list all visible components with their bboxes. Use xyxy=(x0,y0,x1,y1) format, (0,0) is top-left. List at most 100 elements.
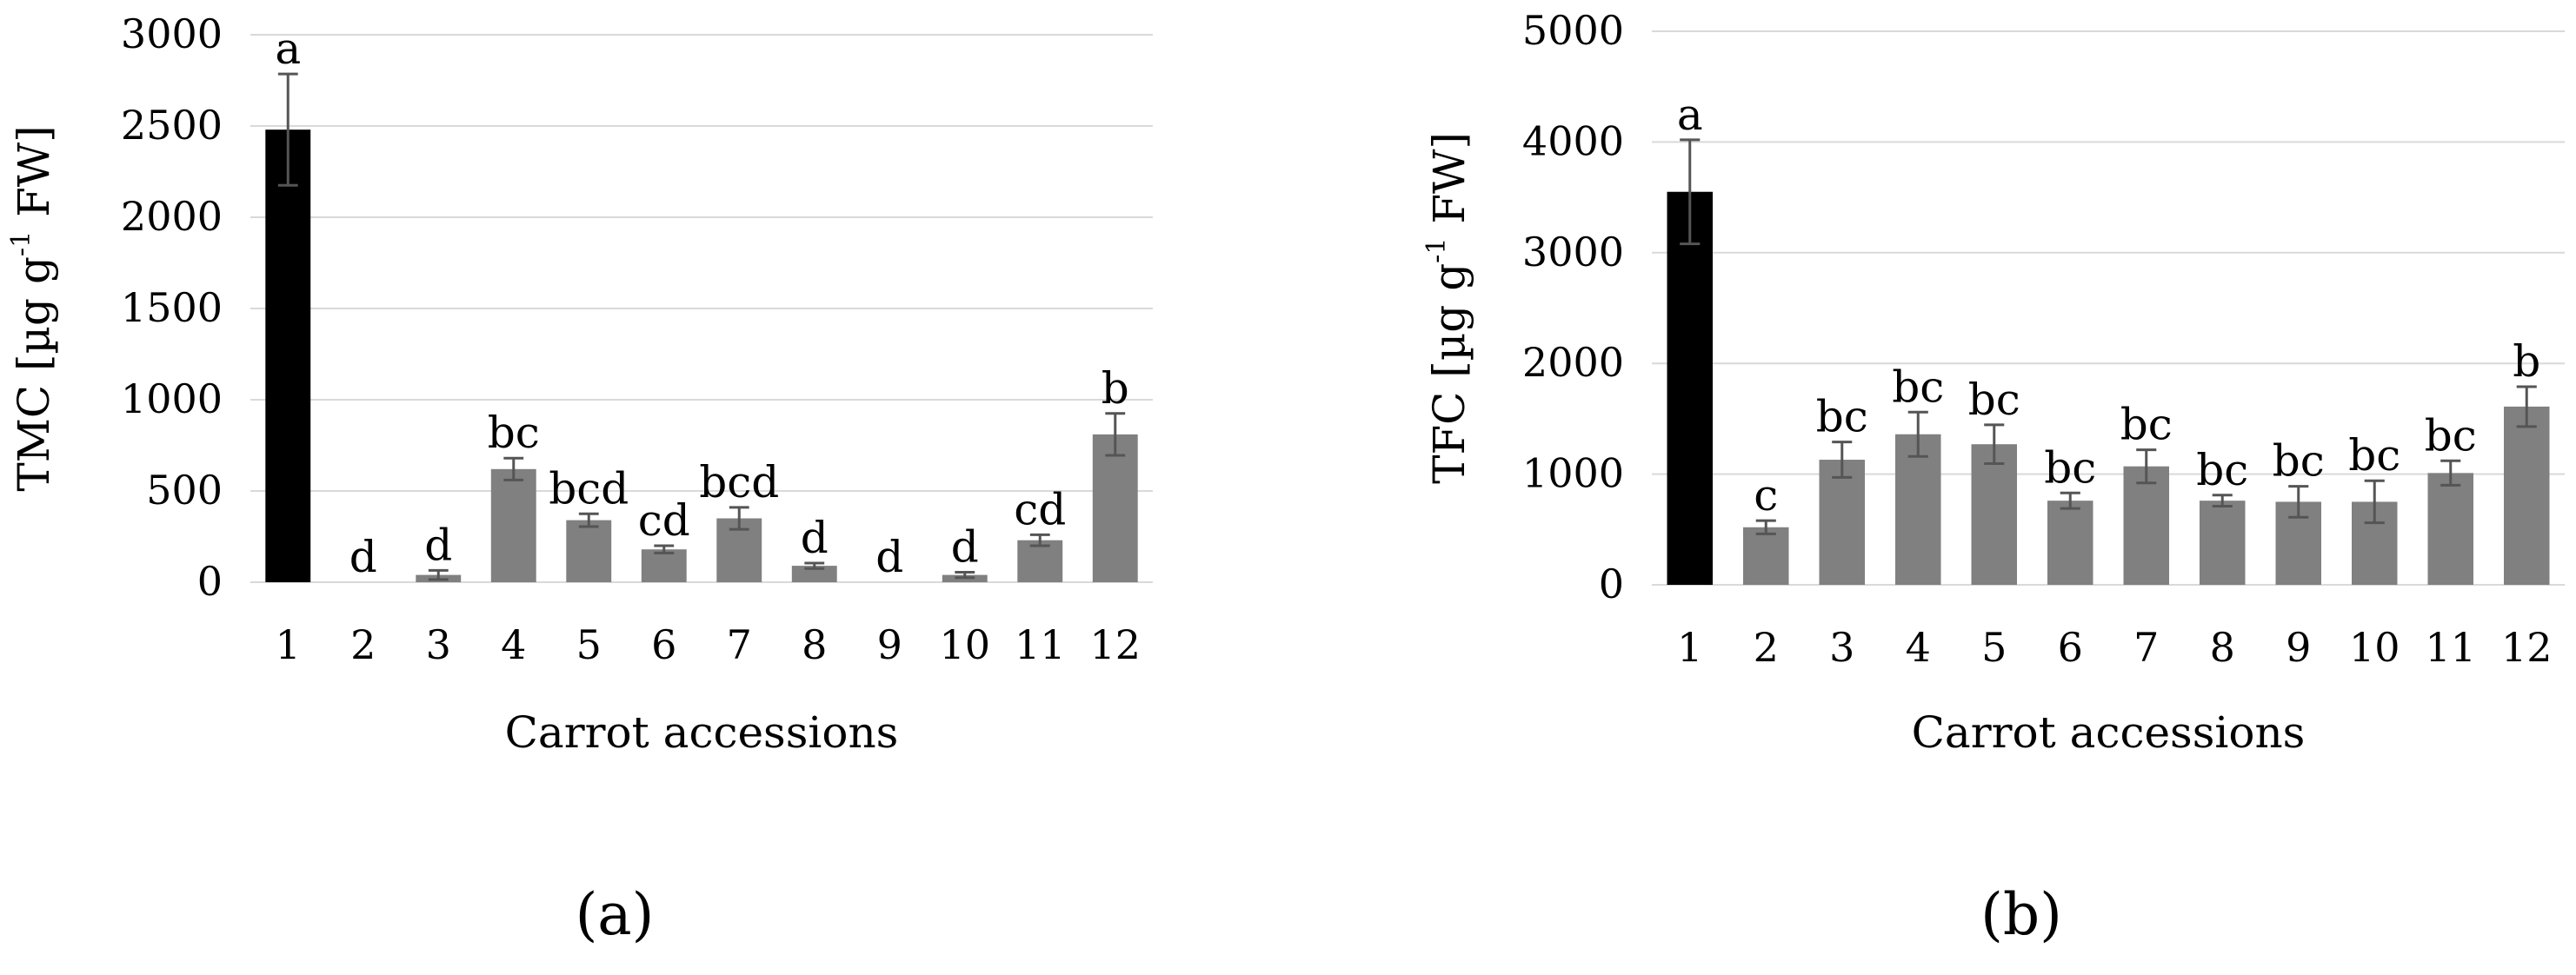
significance-letter: c xyxy=(1754,470,1778,521)
y-tick-label: 2500 xyxy=(121,102,223,149)
error-bar xyxy=(503,456,524,481)
bar xyxy=(1667,191,1713,586)
significance-letter: d xyxy=(349,532,377,582)
significance-letter: d xyxy=(875,532,903,582)
significance-letter: bc xyxy=(2348,430,2400,481)
significance-letter: bcd xyxy=(549,463,629,514)
error-bar xyxy=(1832,441,1853,479)
gridlines xyxy=(250,34,1153,492)
y-axis-label-tail: FW] xyxy=(9,125,59,230)
x-tick-label: 11 xyxy=(2425,624,2476,671)
y-tick-label: 500 xyxy=(146,467,223,514)
significance-letter: b xyxy=(2513,336,2540,387)
error-bar xyxy=(1984,423,2005,465)
error-bar xyxy=(2364,479,2385,525)
error-bar xyxy=(2440,459,2461,487)
error-bar xyxy=(578,512,599,528)
y-axis-label-main: TMC [µg g xyxy=(9,256,59,492)
y-tick-label: 2000 xyxy=(121,193,223,240)
bar xyxy=(265,129,311,582)
significance-letter: bc xyxy=(2120,400,2173,450)
significance-letter: cd xyxy=(638,495,690,546)
bar xyxy=(490,468,536,582)
significance-letter: d xyxy=(801,513,829,563)
x-tick-label: 7 xyxy=(2133,624,2159,671)
x-tick-label: 10 xyxy=(2349,624,2400,671)
x-tick-label: 9 xyxy=(2286,624,2311,671)
error-bar xyxy=(1680,138,1701,246)
y-axis-label-superscript: -1 xyxy=(1421,238,1452,263)
x-tick-label: 1 xyxy=(276,621,301,668)
significance-letter: cd xyxy=(1014,484,1066,534)
gridlines xyxy=(1652,30,2565,475)
y-axis-label-superscript: -1 xyxy=(6,231,37,256)
y-tick-label: 3000 xyxy=(121,10,223,57)
error-bar xyxy=(277,72,298,187)
bar xyxy=(791,566,837,582)
error-bar xyxy=(1105,412,1126,457)
significance-letter: bc xyxy=(1816,392,1868,442)
chart-panel-b: TFC [µg g-1 FW] Carrot accessions (b) 0 1… xyxy=(1421,7,2565,948)
error-bar xyxy=(2516,385,2537,428)
error-bar xyxy=(729,506,749,531)
x-tick-label: 12 xyxy=(1089,621,1141,668)
x-tick-label: 7 xyxy=(727,621,752,668)
error-bar xyxy=(2288,485,2309,519)
bar xyxy=(2123,466,2169,585)
y-tick-label: 3000 xyxy=(1522,229,1624,275)
x-axis-label-a: Carrot accessions xyxy=(505,707,899,758)
y-tick-label: 0 xyxy=(1599,560,1624,607)
x-tick-label: 6 xyxy=(651,621,676,668)
y-tick-label: 2000 xyxy=(1522,339,1624,386)
error-bar xyxy=(955,570,975,580)
significance-letter: d xyxy=(951,521,979,572)
error-bar xyxy=(654,544,675,554)
x-tick-label: 3 xyxy=(1829,624,1854,671)
significance-letter: bc xyxy=(2273,436,2325,487)
x-axis-label-b: Carrot accessions xyxy=(1912,707,2306,758)
bar xyxy=(2504,406,2550,585)
x-tick-label: 12 xyxy=(2501,624,2553,671)
y-tick-label: 5000 xyxy=(1522,7,1624,54)
y-tick-label: 1000 xyxy=(121,375,223,422)
significance-letter: bc xyxy=(488,408,540,458)
chart-panel-a: TMC [µg g-1 FW] Carrot accessions (a) 0 5… xyxy=(6,10,1153,948)
x-tick-label: 8 xyxy=(2210,624,2235,671)
bar xyxy=(2047,501,2093,585)
x-tick-label: 2 xyxy=(350,621,376,668)
x-tick-label: 2 xyxy=(1754,624,1779,671)
x-tick-label: 4 xyxy=(1906,624,1931,671)
x-tick-label: 5 xyxy=(576,621,602,668)
significance-letter: bc xyxy=(2425,410,2477,461)
significance-letter: bc xyxy=(2196,445,2248,495)
bar xyxy=(1743,527,1789,585)
x-tick-label: 9 xyxy=(877,621,902,668)
bar xyxy=(1017,540,1063,582)
y-axis-label-a: TMC [µg g-1 FW] xyxy=(6,125,59,491)
bar xyxy=(1895,434,1941,585)
panel-label-b: (b) xyxy=(1980,881,2062,948)
error-bar xyxy=(2212,494,2233,508)
significance-letter: bc xyxy=(1892,361,1944,412)
y-tick-label: 1500 xyxy=(121,284,223,331)
error-bar xyxy=(804,561,825,570)
x-tick-label: 5 xyxy=(1981,624,2007,671)
y-axis-label-b: TFC [µg g-1 FW] xyxy=(1421,132,1474,484)
bar xyxy=(1819,460,1865,585)
error-bar xyxy=(2060,491,2080,510)
panel-label-a: (a) xyxy=(576,881,655,948)
bar xyxy=(1092,434,1138,582)
error-bar xyxy=(1907,410,1928,458)
error-bar xyxy=(1755,519,1776,535)
x-tick-label: 3 xyxy=(426,621,451,668)
bar xyxy=(2200,501,2246,585)
x-tick-label: 11 xyxy=(1015,621,1066,668)
y-tick-label: 4000 xyxy=(1522,117,1624,164)
bar xyxy=(2427,473,2473,585)
x-tick-label: 4 xyxy=(501,621,526,668)
error-bar xyxy=(2136,448,2157,485)
bar xyxy=(641,549,687,582)
bar xyxy=(566,520,612,582)
significance-letter: bcd xyxy=(699,457,779,507)
